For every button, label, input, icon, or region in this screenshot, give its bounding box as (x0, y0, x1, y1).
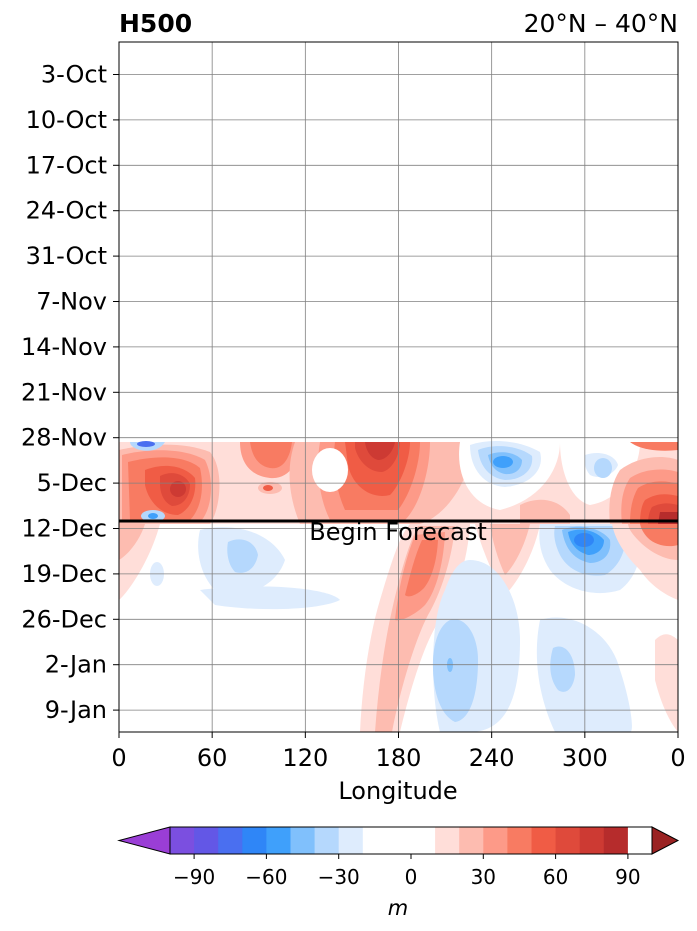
x-tick-label: 240 (469, 744, 515, 772)
y-tick-label: 10-Oct (26, 106, 107, 134)
colorbar-bin (194, 827, 219, 854)
colorbar-bin (531, 827, 557, 854)
x-tick-label: 0 (111, 744, 126, 772)
x-axis-label: Longitude (338, 777, 457, 805)
colorbar-bin (218, 827, 243, 854)
latitude-band-label: 20°N – 40°N (524, 9, 678, 38)
colorbar: −90 −60 −30 0 30 60 90 (117, 826, 680, 889)
y-tick-label: 21-Nov (21, 378, 107, 406)
x-tick-label: 0 (670, 744, 685, 772)
y-tick-label: 9-Jan (45, 696, 107, 724)
colorbar-tick-label: −60 (245, 865, 287, 889)
x-tick-label: 300 (562, 744, 608, 772)
x-tick-label: 120 (282, 744, 328, 772)
colorbar-bin (603, 827, 629, 854)
colorbar-bin (627, 827, 653, 854)
colorbar-bin (386, 827, 436, 854)
x-tick-label: 180 (376, 744, 422, 772)
y-tick-label: 2-Jan (45, 651, 107, 679)
y-tick-label: 26-Dec (21, 605, 107, 633)
colorbar-tick-label: 30 (471, 865, 496, 889)
y-tick-label: 19-Dec (21, 560, 107, 588)
chart-title: H500 (119, 9, 192, 38)
y-tick-label: 28-Nov (21, 424, 107, 452)
y-tick-label: 5-Dec (37, 469, 107, 497)
colorbar-bin (555, 827, 581, 854)
colorbar-bin (242, 827, 267, 854)
colorbar-extend-min (117, 826, 171, 855)
y-tick-label: 14-Nov (21, 333, 107, 361)
colorbar-tick-label: 0 (405, 865, 418, 889)
colorbar-extend-max (651, 826, 680, 855)
x-axis: 0 60 120 180 240 300 0 (111, 732, 686, 772)
colorbar-bin (507, 827, 532, 854)
colorbar-bin (290, 827, 316, 854)
colorbar-bin (579, 827, 605, 854)
colorbar-bin (314, 827, 340, 854)
y-tick-label: 17-Oct (26, 151, 107, 179)
y-tick-label: 24-Oct (26, 197, 107, 225)
colorbar-bin (338, 827, 364, 854)
y-tick-label: 3-Oct (41, 61, 107, 89)
y-tick-label: 7-Nov (36, 288, 107, 316)
colorbar-bin (435, 827, 460, 854)
colorbar-tick-label: 90 (615, 865, 640, 889)
colorbar-bin (362, 827, 388, 854)
y-tick-label: 31-Oct (26, 242, 107, 270)
colorbar-bin (170, 827, 195, 854)
colorbar-bin (459, 827, 484, 854)
colorbar-bin (266, 827, 291, 854)
y-axis: 3-Oct 10-Oct 17-Oct 24-Oct 31-Oct 7-Nov 14-Nov… (21, 61, 119, 724)
begin-forecast-label: Begin Forecast (309, 518, 487, 546)
colorbar-tick-label: −90 (173, 865, 215, 889)
x-tick-label: 60 (197, 744, 228, 772)
colorbar-bin (483, 827, 508, 854)
colorbar-unit-label: m (388, 896, 408, 920)
grid-lines (119, 42, 678, 732)
colorbar-tick-label: 60 (543, 865, 568, 889)
y-tick-label: 12-Dec (21, 515, 107, 543)
colorbar-tick-label: −30 (318, 865, 360, 889)
